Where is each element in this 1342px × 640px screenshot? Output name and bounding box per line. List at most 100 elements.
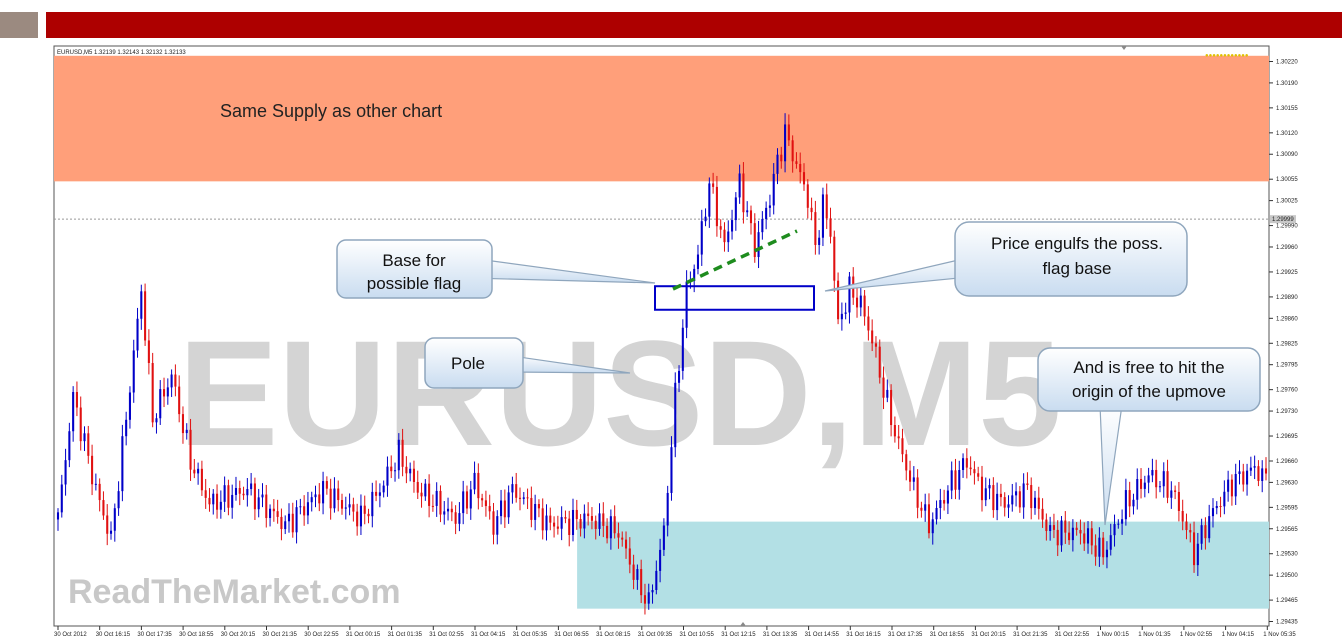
callout-free: And is free to hit the origin of the upm…: [1037, 347, 1261, 526]
candle: [68, 422, 71, 468]
candle: [435, 482, 438, 517]
candle: [1189, 523, 1192, 543]
price-tick-label: 1.29960: [1276, 245, 1298, 251]
candle: [655, 560, 658, 595]
time-tick-label: 30 Oct 17:35: [137, 632, 172, 638]
candle: [712, 172, 715, 194]
candle: [1037, 486, 1040, 520]
candle: [996, 482, 999, 521]
time-tick-label: 1 Nov 05:35: [1263, 632, 1296, 638]
candle: [571, 498, 575, 542]
candle: [492, 502, 495, 545]
supply-zone: [54, 55, 1269, 182]
candle: [901, 428, 904, 463]
candle: [772, 163, 775, 215]
candle: [765, 201, 768, 230]
candle: [144, 283, 147, 346]
candle: [799, 152, 802, 184]
candle: [659, 538, 662, 583]
candle: [1196, 532, 1199, 577]
candle: [348, 493, 351, 516]
candle: [806, 179, 809, 219]
candle: [458, 502, 461, 532]
time-tick-label: 1 Nov 00:15: [1097, 632, 1130, 638]
candle: [1079, 519, 1082, 545]
time-tick-label: 31 Oct 21:35: [1013, 632, 1048, 638]
candle: [1030, 477, 1033, 520]
candle: [200, 460, 203, 496]
candle: [276, 499, 279, 524]
time-tick-label: 31 Oct 18:55: [930, 632, 965, 638]
price-tick-label: 1.30025: [1276, 199, 1298, 205]
candle: [545, 504, 548, 541]
candle: [753, 213, 756, 263]
candle: [83, 426, 86, 452]
time-tick-label: 30 Oct 22:55: [304, 632, 339, 638]
candle: [121, 424, 124, 502]
candle: [125, 411, 128, 446]
price-tick-label: 1.29990: [1276, 224, 1298, 230]
candle: [280, 508, 283, 541]
callout-base-line2: possible flag: [367, 274, 462, 293]
candle: [1086, 521, 1090, 554]
candle: [75, 381, 78, 417]
candle: [1264, 457, 1268, 481]
time-tick-label: 1 Nov 04:15: [1222, 632, 1255, 638]
candle: [257, 488, 260, 518]
time-tick-label: 31 Oct 22:55: [1055, 632, 1090, 638]
candle: [450, 501, 453, 522]
time-tick-label: 30 Oct 2012: [54, 632, 87, 638]
time-tick-label: 30 Oct 18:55: [179, 632, 214, 638]
candle: [1052, 513, 1055, 539]
price-tick-label: 1.30090: [1276, 152, 1298, 158]
time-tick-label: 1 Nov 01:35: [1138, 632, 1171, 638]
candle: [943, 489, 946, 511]
candle: [223, 476, 226, 513]
scroll-marker-icon: [740, 622, 746, 626]
candle: [1147, 467, 1150, 494]
candle: [352, 497, 355, 522]
time-tick-label: 31 Oct 10:55: [680, 632, 715, 638]
candle: [91, 444, 94, 496]
title-accent-square: [0, 12, 38, 38]
candle: [1113, 514, 1116, 547]
callout-base: Base for possible flag: [336, 239, 656, 299]
callout-engulf-line2: flag base: [1043, 259, 1112, 278]
candle: [367, 508, 370, 524]
price-tick-label: 1.29435: [1276, 620, 1298, 626]
candle: [742, 162, 745, 224]
price-tick-label: 1.30120: [1276, 131, 1298, 137]
candle: [359, 494, 362, 536]
candle: [1155, 459, 1158, 499]
candle: [1098, 527, 1101, 567]
candle: [1238, 460, 1241, 485]
candle: [106, 504, 109, 546]
candle: [681, 319, 684, 380]
price-tick-label: 1.29795: [1276, 363, 1298, 369]
candle: [727, 220, 730, 252]
candle: [731, 209, 734, 240]
candle: [1242, 463, 1245, 492]
candle: [337, 480, 340, 512]
shift-marker-icon: [1121, 46, 1127, 50]
candle: [79, 396, 82, 451]
candle: [617, 522, 620, 549]
candle: [375, 480, 378, 502]
candle: [189, 418, 192, 481]
price-tick-label: 1.30055: [1276, 177, 1298, 183]
candle: [393, 462, 397, 482]
candle: [962, 453, 965, 478]
candle: [579, 514, 582, 537]
callout-base-line1: Base for: [382, 251, 446, 270]
candle: [204, 478, 207, 509]
candle: [269, 504, 272, 527]
time-tick-label: 31 Oct 05:35: [513, 632, 548, 638]
candle: [1211, 498, 1215, 528]
candle: [973, 461, 976, 485]
candle: [977, 466, 980, 482]
price-tick-label: 1.30190: [1276, 81, 1298, 87]
candle: [1117, 519, 1120, 529]
candle: [674, 372, 677, 458]
candle: [303, 495, 306, 526]
